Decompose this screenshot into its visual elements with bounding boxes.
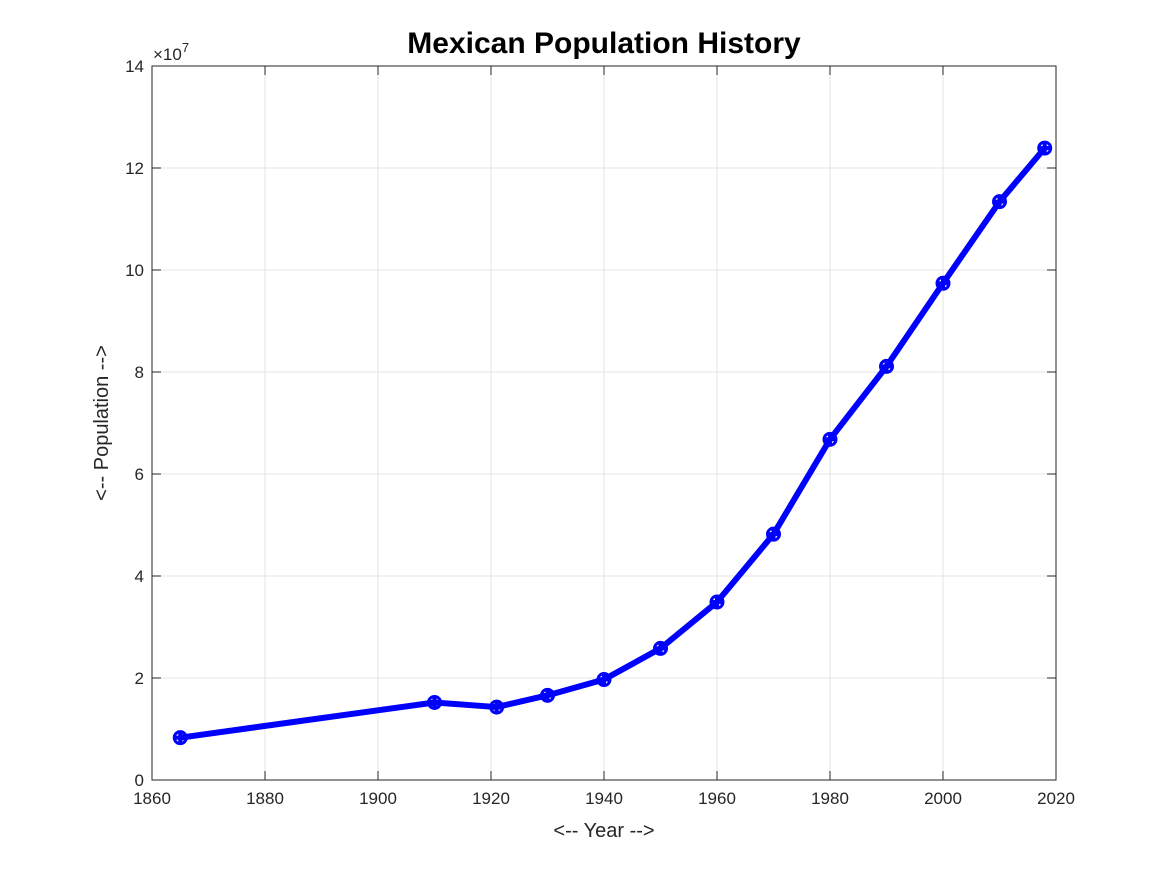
axes: 1860 1880 1900 1920 1940 1960 1980 2000 2020 0 2 4 6… [125,57,1075,808]
data-point [1037,140,1053,156]
data-point [427,694,442,710]
y-tick-label: 10 [125,261,144,280]
data-point [822,431,838,447]
data-point [653,640,668,656]
y-tick-label: 8 [135,363,144,382]
x-tick-label: 1980 [811,789,849,808]
x-tick-label: 1920 [472,789,510,808]
x-tick-label: 1900 [359,789,397,808]
data-point [540,687,555,703]
y-axis-exponent: ×107 [153,40,189,64]
y-exponent-base: ×10 [153,45,182,64]
y-tick-label: 14 [125,57,144,76]
x-axis-label: <-- Year --> [553,820,654,842]
data-point [596,672,612,688]
x-tick-label: 1940 [585,789,623,808]
x-tick-label: 1860 [133,789,171,808]
data-point [709,594,725,610]
y-tick-label: 12 [125,159,144,178]
y-tick-label: 4 [135,567,144,586]
data-point [879,358,894,374]
x-tick-label: 2000 [924,789,962,808]
data-point [489,699,505,715]
y-axis-label: <-- Population --> [91,345,113,501]
x-tick-label: 1880 [246,789,284,808]
y-tick-label: 6 [135,465,144,484]
chart-title: Mexican Population History [407,27,801,60]
data-point [992,194,1007,210]
x-tick-label: 1960 [698,789,736,808]
data-point [935,275,951,291]
data-point [172,730,188,746]
series-layer [172,140,1053,746]
x-tick-label: 2020 [1037,789,1075,808]
y-tick-label: 0 [135,771,144,790]
y-tick-label: 2 [135,669,144,688]
data-point [766,526,781,542]
y-exponent-power: 7 [182,40,189,55]
